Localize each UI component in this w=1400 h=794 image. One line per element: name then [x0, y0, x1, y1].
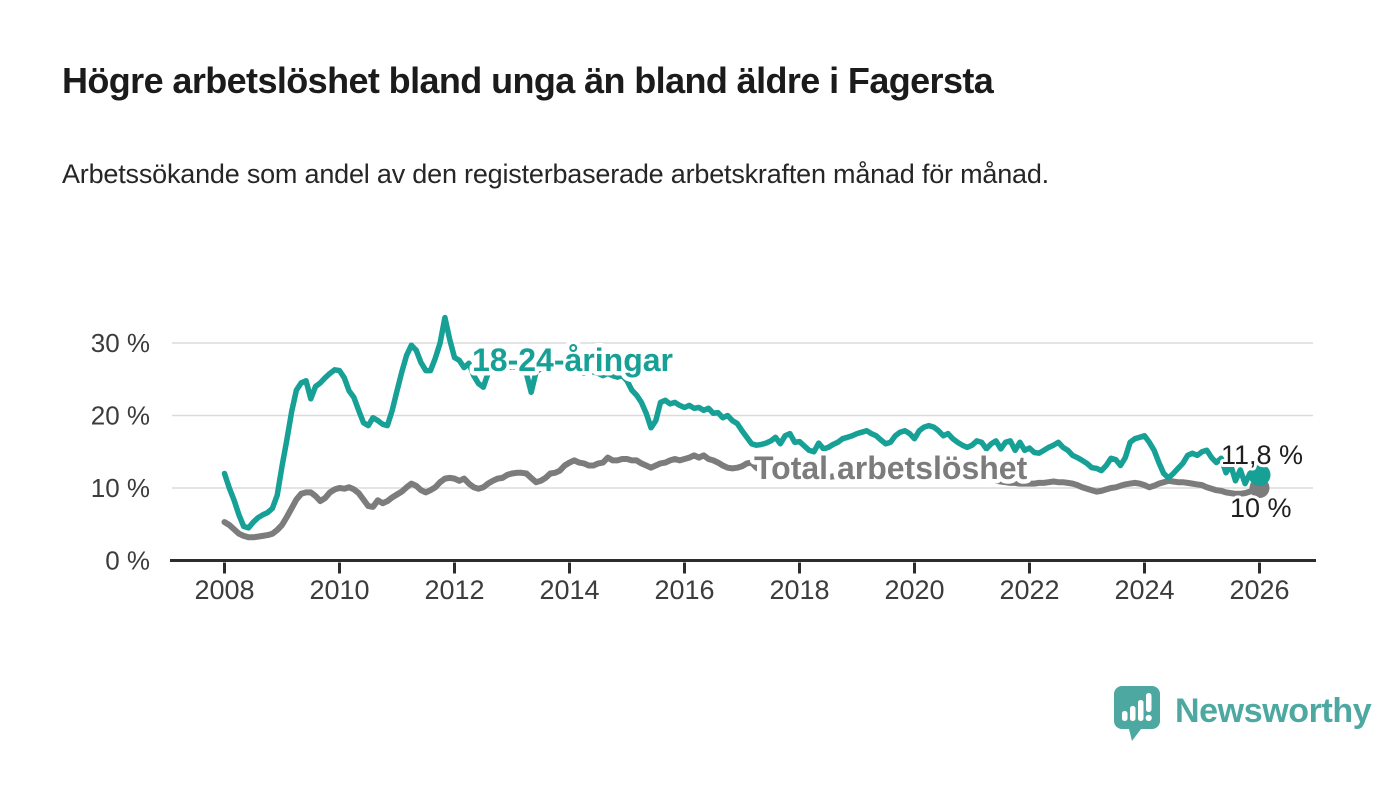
- end-value-label-young: 11,8 %: [1221, 440, 1303, 470]
- x-axis-tick-label: 2026: [1229, 575, 1289, 605]
- bar-chart-speech-bubble-icon: [1114, 686, 1160, 741]
- x-axis-tick-label: 2010: [309, 575, 369, 605]
- y-axis-tick-label: 20 %: [91, 401, 150, 431]
- x-axis-tick-label: 2022: [999, 575, 1059, 605]
- x-axis-tick-label: 2014: [539, 575, 599, 605]
- x-axis-tick-label: 2018: [769, 575, 829, 605]
- y-axis-tick-label: 10 %: [91, 473, 150, 503]
- series-label-18-24-aringar: 18-24-åringar: [472, 342, 673, 378]
- series-label-total-arbetsloshet: Total arbetslöshet: [754, 450, 1028, 486]
- x-axis-tick-label: 2016: [654, 575, 714, 605]
- x-axis-tick-label: 2024: [1114, 575, 1174, 605]
- y-axis-tick-label: 30 %: [91, 328, 150, 358]
- x-axis-tick-label: 2012: [424, 575, 484, 605]
- page-title: Högre arbetslöshet bland unga än bland ä…: [62, 60, 994, 101]
- x-axis-tick-label: 2008: [194, 575, 254, 605]
- end-value-label-total: 10 %: [1230, 493, 1292, 523]
- y-axis-tick-label: 0 %: [105, 546, 150, 576]
- newsworthy-logo: Newsworthy: [1112, 684, 1372, 748]
- line-18-24-aringar: [221, 314, 1263, 531]
- x-axis-tick-label: 2020: [884, 575, 944, 605]
- newsworthy-wordmark: Newsworthy: [1175, 691, 1372, 730]
- chart-subtitle: Arbetssökande som andel av den registerb…: [62, 159, 1049, 189]
- end-dot-young: [1248, 463, 1271, 486]
- line-total-arbetsloshet: [221, 452, 1263, 541]
